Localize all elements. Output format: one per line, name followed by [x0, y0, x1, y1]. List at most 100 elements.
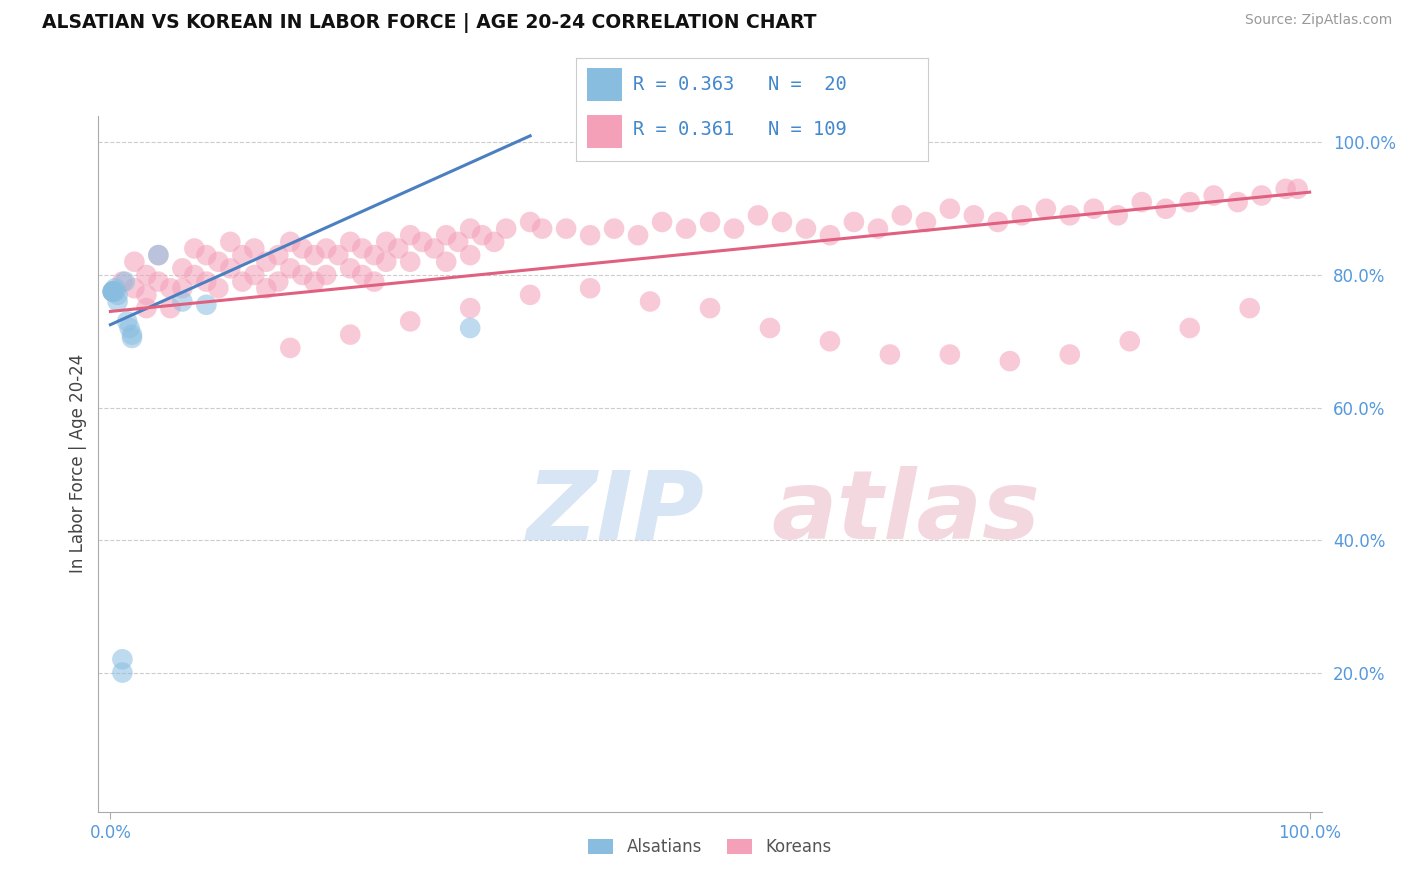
- Point: [148, 275, 170, 289]
- Point: [352, 268, 374, 282]
- Point: [699, 215, 721, 229]
- Point: [915, 215, 938, 229]
- Point: [278, 261, 301, 276]
- Point: [207, 254, 229, 268]
- Point: [148, 248, 170, 262]
- Point: [482, 235, 505, 249]
- Point: [1154, 202, 1177, 216]
- Point: [111, 665, 134, 680]
- Point: [447, 235, 470, 249]
- Point: [107, 288, 129, 302]
- Point: [1059, 347, 1081, 361]
- Point: [963, 208, 986, 222]
- Point: [135, 301, 157, 315]
- Point: [104, 281, 127, 295]
- Point: [115, 314, 138, 328]
- Point: [519, 288, 541, 302]
- Point: [842, 215, 865, 229]
- Point: [866, 221, 889, 235]
- Point: [770, 215, 793, 229]
- Point: [101, 285, 124, 299]
- Point: [135, 288, 157, 302]
- Point: [118, 321, 141, 335]
- Point: [231, 248, 253, 262]
- Point: [172, 261, 194, 276]
- Point: [328, 248, 350, 262]
- Point: [172, 294, 194, 309]
- Point: [1286, 182, 1309, 196]
- Point: [254, 254, 277, 268]
- Point: [434, 228, 457, 243]
- Point: [104, 285, 127, 299]
- Text: R = 0.363   N =  20: R = 0.363 N = 20: [633, 75, 846, 94]
- Point: [219, 261, 242, 276]
- Point: [1083, 202, 1105, 216]
- Point: [315, 242, 337, 256]
- Y-axis label: In Labor Force | Age 20-24: In Labor Force | Age 20-24: [69, 354, 87, 574]
- Point: [339, 235, 361, 249]
- Point: [339, 327, 361, 342]
- Point: [458, 321, 481, 335]
- Text: Source: ZipAtlas.com: Source: ZipAtlas.com: [1244, 13, 1392, 28]
- Point: [195, 298, 218, 312]
- Point: [183, 242, 205, 256]
- Point: [1178, 195, 1201, 210]
- Point: [458, 221, 481, 235]
- Point: [495, 221, 517, 235]
- Point: [939, 202, 962, 216]
- Point: [291, 242, 314, 256]
- Point: [101, 285, 124, 299]
- Point: [339, 261, 361, 276]
- Point: [111, 275, 134, 289]
- Point: [471, 228, 494, 243]
- Point: [603, 221, 626, 235]
- Point: [747, 208, 769, 222]
- Point: [124, 281, 146, 295]
- Point: [172, 281, 194, 295]
- Point: [363, 248, 385, 262]
- Point: [818, 334, 841, 349]
- Point: [207, 281, 229, 295]
- Point: [998, 354, 1021, 368]
- Point: [1059, 208, 1081, 222]
- Point: [519, 215, 541, 229]
- Point: [101, 285, 124, 299]
- Point: [267, 275, 290, 289]
- Text: ALSATIAN VS KOREAN IN LABOR FORCE | AGE 20-24 CORRELATION CHART: ALSATIAN VS KOREAN IN LABOR FORCE | AGE …: [42, 13, 817, 33]
- Text: atlas: atlas: [772, 466, 1040, 559]
- Point: [219, 235, 242, 249]
- Point: [638, 294, 661, 309]
- Point: [304, 248, 326, 262]
- Point: [291, 268, 314, 282]
- Point: [423, 242, 446, 256]
- Point: [363, 275, 385, 289]
- Point: [135, 268, 157, 282]
- Point: [1130, 195, 1153, 210]
- Point: [458, 248, 481, 262]
- Point: [183, 268, 205, 282]
- Point: [1119, 334, 1142, 349]
- Point: [231, 275, 253, 289]
- Point: [114, 275, 136, 289]
- Point: [1035, 202, 1057, 216]
- Point: [1011, 208, 1033, 222]
- Point: [399, 228, 422, 243]
- Point: [651, 215, 673, 229]
- Point: [879, 347, 901, 361]
- Point: [124, 254, 146, 268]
- Point: [195, 248, 218, 262]
- Point: [352, 242, 374, 256]
- Point: [243, 242, 266, 256]
- Point: [1178, 321, 1201, 335]
- Point: [411, 235, 433, 249]
- Point: [555, 221, 578, 235]
- Point: [121, 331, 143, 345]
- Point: [434, 254, 457, 268]
- Point: [107, 294, 129, 309]
- Point: [148, 248, 170, 262]
- Point: [1226, 195, 1249, 210]
- Point: [1202, 188, 1225, 202]
- Point: [794, 221, 817, 235]
- Point: [101, 285, 124, 299]
- Point: [278, 341, 301, 355]
